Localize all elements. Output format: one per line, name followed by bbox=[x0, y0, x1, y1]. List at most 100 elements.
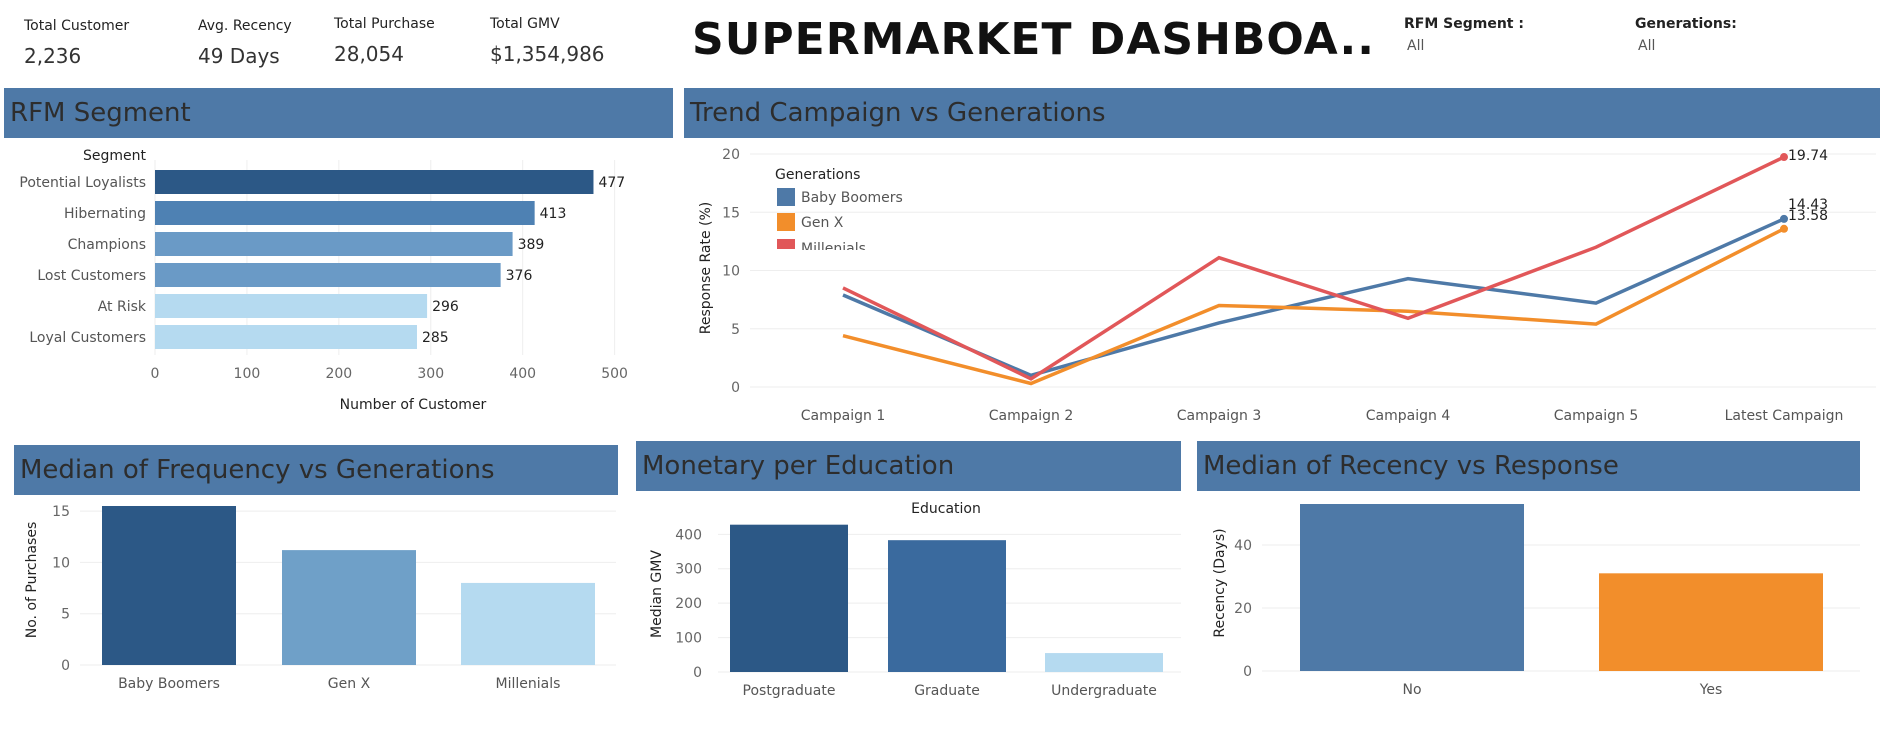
x-tick-label: Latest Campaign bbox=[1725, 408, 1844, 424]
legend-title: Generations bbox=[775, 167, 860, 183]
y-axis-title: No. of Purchases bbox=[24, 522, 40, 639]
category-label: Champions bbox=[68, 237, 146, 253]
x-tick-label: Baby Boomers bbox=[118, 676, 220, 692]
bar bbox=[155, 232, 513, 256]
x-tick-label: Campaign 2 bbox=[989, 408, 1073, 424]
category-label: Loyal Customers bbox=[29, 330, 146, 346]
kpi-total-gmv: Total GMV $1,354,986 bbox=[490, 16, 605, 66]
data-label: 477 bbox=[598, 175, 625, 191]
x-axis-title: Education bbox=[911, 501, 981, 517]
y-tick-label: 5 bbox=[731, 322, 740, 338]
x-tick-label: 100 bbox=[234, 366, 261, 382]
y-tick-label: 15 bbox=[722, 205, 740, 221]
x-tick-label: Campaign 3 bbox=[1177, 408, 1261, 424]
x-tick-label: Campaign 4 bbox=[1366, 408, 1451, 424]
dashboard-title: SUPERMARKET DASHBOA.. bbox=[692, 14, 1375, 65]
series-end-point bbox=[1780, 153, 1788, 162]
data-label: 376 bbox=[506, 268, 533, 284]
legend-label: Gen X bbox=[801, 215, 844, 231]
panel-header-recency: Median of Recency vs Response bbox=[1197, 441, 1860, 491]
x-tick-label: 500 bbox=[601, 366, 628, 382]
bar bbox=[730, 524, 848, 672]
y-axis-title: Recency (Days) bbox=[1212, 528, 1228, 637]
y-tick-label: 0 bbox=[693, 665, 702, 681]
x-tick-label: 200 bbox=[325, 366, 352, 382]
end-value-label: 13.58 bbox=[1788, 208, 1828, 224]
panel-header-rfm: RFM Segment bbox=[4, 88, 673, 138]
kpi-value: $1,354,986 bbox=[490, 42, 605, 66]
x-tick-label: Campaign 1 bbox=[801, 408, 885, 424]
kpi-total-customer: Total Customer 2,236 bbox=[24, 18, 129, 68]
x-tick-label: Graduate bbox=[914, 683, 980, 699]
filter-value[interactable]: All bbox=[1638, 38, 1656, 54]
bar bbox=[1045, 653, 1163, 672]
category-label: Hibernating bbox=[64, 206, 146, 222]
y-tick-label: 40 bbox=[1234, 538, 1252, 554]
y-tick-label: 10 bbox=[52, 555, 70, 571]
series-end-point bbox=[1780, 214, 1788, 223]
bar bbox=[1300, 504, 1524, 671]
legend-swatch bbox=[777, 213, 795, 231]
filter-value[interactable]: All bbox=[1407, 38, 1425, 54]
y-tick-label: 200 bbox=[675, 596, 702, 612]
kpi-total-purchase: Total Purchase 28,054 bbox=[334, 16, 435, 66]
bar bbox=[155, 201, 535, 225]
kpi-value: 28,054 bbox=[334, 42, 404, 66]
x-axis-title: Number of Customer bbox=[340, 397, 487, 413]
x-tick-label: Postgraduate bbox=[743, 683, 836, 699]
y-tick-label: 100 bbox=[675, 631, 702, 647]
bar bbox=[155, 170, 594, 194]
filter-rfm-segment[interactable]: RFM Segment : All bbox=[1404, 16, 1524, 54]
y-axis-title: Response Rate (%) bbox=[698, 202, 714, 334]
legend-label: Millenials bbox=[801, 241, 866, 257]
data-label: 389 bbox=[518, 237, 545, 253]
x-tick-label: Campaign 5 bbox=[1554, 408, 1638, 424]
x-tick-label: Millenials bbox=[496, 676, 561, 692]
bar bbox=[888, 540, 1006, 672]
y-tick-label: 0 bbox=[61, 658, 70, 674]
y-tick-label: 5 bbox=[61, 607, 70, 623]
bar bbox=[1599, 573, 1823, 671]
kpi-label: Total Customer bbox=[24, 18, 130, 34]
data-label: 413 bbox=[540, 206, 567, 222]
category-label: Lost Customers bbox=[37, 268, 146, 284]
y-tick-label: 10 bbox=[722, 264, 740, 280]
category-header: Segment bbox=[83, 148, 147, 164]
bar bbox=[155, 325, 417, 349]
kpi-avg-recency: Avg. Recency 49 Days bbox=[198, 18, 292, 68]
y-tick-label: 300 bbox=[675, 562, 702, 578]
data-label: 296 bbox=[432, 299, 459, 315]
filter-label: Generations: bbox=[1635, 16, 1737, 32]
x-tick-label: Undergraduate bbox=[1051, 683, 1157, 699]
end-value-label: 14.43 bbox=[1788, 197, 1828, 213]
series-line bbox=[842, 227, 1785, 386]
y-tick-label: 20 bbox=[722, 147, 740, 163]
series-line bbox=[842, 217, 1785, 378]
x-tick-label: Yes bbox=[1699, 682, 1723, 698]
panel-header-monetary: Monetary per Education bbox=[636, 441, 1181, 491]
category-label: At Risk bbox=[98, 299, 147, 315]
filter-label: RFM Segment : bbox=[1404, 16, 1524, 32]
x-tick-label: 300 bbox=[417, 366, 444, 382]
data-label: 285 bbox=[422, 330, 449, 346]
legend-swatch bbox=[777, 239, 795, 249]
legend-label: Baby Boomers bbox=[801, 190, 903, 206]
panel-header-trend: Trend Campaign vs Generations bbox=[684, 88, 1880, 138]
legend-swatch bbox=[777, 188, 795, 206]
filter-generations[interactable]: Generations: All bbox=[1635, 16, 1737, 54]
x-tick-label: 400 bbox=[509, 366, 536, 382]
kpi-value: 2,236 bbox=[24, 44, 82, 68]
bar bbox=[102, 506, 236, 665]
bar bbox=[461, 582, 595, 665]
bar bbox=[282, 550, 416, 665]
y-tick-label: 15 bbox=[52, 504, 70, 520]
x-tick-label: No bbox=[1402, 682, 1421, 698]
y-tick-label: 0 bbox=[1243, 664, 1252, 680]
y-tick-label: 20 bbox=[1234, 601, 1252, 617]
y-axis-title: Median GMV bbox=[649, 550, 665, 638]
panel-header-frequency: Median of Frequency vs Generations bbox=[14, 445, 618, 495]
x-tick-label: Gen X bbox=[328, 676, 371, 692]
y-tick-label: 400 bbox=[675, 527, 702, 543]
kpi-label: Avg. Recency bbox=[198, 18, 292, 34]
series-end-point bbox=[1780, 224, 1788, 233]
